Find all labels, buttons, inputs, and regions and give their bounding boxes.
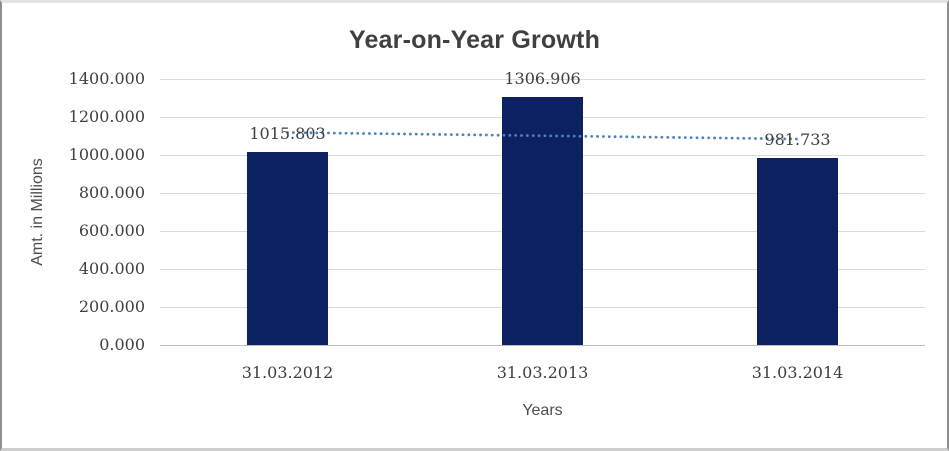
bar-data-label: 1015.803 [249, 123, 326, 143]
chart-title: Year-on-Year Growth [348, 26, 601, 54]
x-axis-line [160, 344, 925, 346]
category-label-31.03.2012: 31.03.2012 [241, 363, 334, 382]
trendline [286, 131, 799, 141]
y-axis-title: Amt. in Millions [29, 158, 46, 266]
y-tick-label: 1000.000 [68, 145, 145, 164]
y-tick-label: 0.000 [99, 335, 145, 354]
plot-area [160, 78, 925, 346]
y-tick-label: 1400.000 [68, 69, 145, 88]
y-tick-label: 600.000 [78, 221, 145, 240]
y-tick-label: 400.000 [78, 259, 145, 278]
bar-31.03.2012 [247, 152, 328, 345]
y-tick-label: 1200.000 [68, 107, 145, 126]
category-label-31.03.2014: 31.03.2014 [751, 363, 844, 382]
bar-data-label: 981.733 [764, 130, 831, 150]
y-tick-label: 200.000 [78, 297, 145, 316]
bar-31.03.2013 [502, 96, 583, 345]
bar-data-label: 1306.906 [504, 68, 581, 88]
y-tick-label: 800.000 [78, 183, 145, 202]
gridline [160, 78, 925, 80]
x-axis-title: Years [522, 402, 563, 419]
category-label-31.03.2013: 31.03.2013 [496, 363, 589, 382]
trendline-layer [286, 131, 799, 141]
bar-31.03.2014 [757, 158, 838, 345]
